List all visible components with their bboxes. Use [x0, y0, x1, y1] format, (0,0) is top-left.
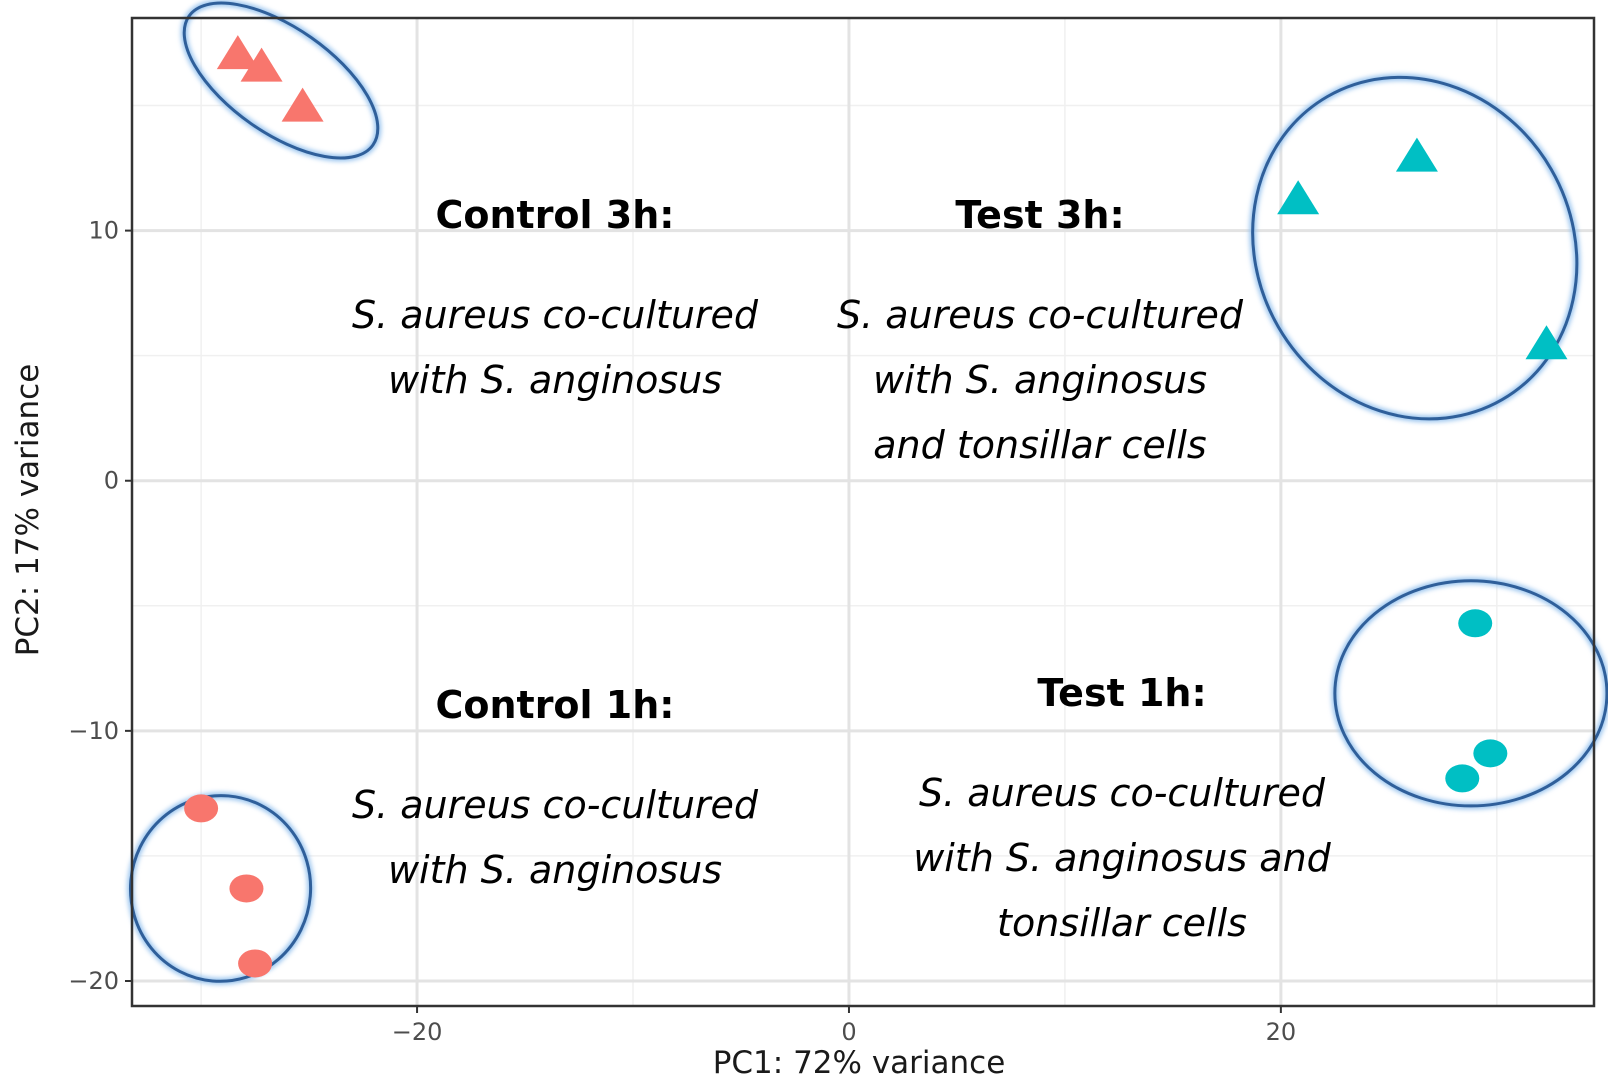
x-axis-title: PC1: 72% variance	[713, 1045, 1006, 1081]
grid-lines	[132, 18, 1594, 1006]
annotation-line: with S. anginosus and	[913, 836, 1331, 880]
cluster-ellipse	[182, 1, 380, 160]
x-tick-label: −20	[392, 1018, 443, 1046]
annotations: Control 3h: S. aureus co-cultured with S. …	[352, 193, 1332, 945]
triangle-point	[1395, 137, 1438, 172]
axis-ticks: −20 0 20 −20 −10 0 10	[68, 217, 1296, 1046]
triangle-point	[281, 87, 324, 122]
circle-point	[1458, 609, 1493, 638]
y-tick-label: 10	[88, 217, 119, 245]
annotation-line: S. aureus co-cultured	[352, 293, 759, 337]
annotation-line: and tonsillar cells	[873, 423, 1206, 467]
circle-point	[1445, 764, 1480, 793]
triangle-point	[1277, 180, 1320, 215]
data-points	[184, 35, 1568, 978]
y-tick-label: 0	[104, 467, 119, 495]
circle-point	[238, 949, 273, 978]
triangle-point	[1525, 325, 1568, 360]
circle-point	[184, 794, 219, 823]
cluster-ellipse	[1251, 75, 1579, 421]
plot-border	[130, 16, 1596, 1008]
x-tick-label: 0	[841, 1018, 856, 1046]
cluster-ellipse	[1333, 579, 1608, 808]
annotation-line: S. aureus co-cultured	[352, 783, 759, 827]
annotation-heading: Test 1h:	[1037, 671, 1206, 715]
annotation-heading: Test 3h:	[955, 193, 1124, 237]
plot-panel	[132, 18, 1594, 1006]
circle-point	[1473, 739, 1508, 768]
annotation-heading: Control 3h:	[435, 193, 674, 237]
annotation-line: with S. anginosus	[388, 848, 722, 892]
annotation-line: tonsillar cells	[997, 901, 1247, 945]
annotation-line: S. aureus co-cultured	[919, 771, 1326, 815]
y-tick-label: −20	[68, 967, 119, 995]
annotation-heading: Control 1h:	[435, 683, 674, 727]
x-tick-label: 20	[1266, 1018, 1297, 1046]
y-axis-title: PC2: 17% variance	[10, 364, 46, 657]
circle-point	[229, 874, 264, 903]
annotation-line: S. aureus co-cultured	[837, 293, 1244, 337]
y-tick-label: −10	[68, 717, 119, 745]
triangle-point	[216, 35, 259, 70]
annotation-line: with S. anginosus	[873, 358, 1207, 402]
triangle-point	[240, 47, 283, 82]
annotation-line: with S. anginosus	[388, 358, 722, 402]
